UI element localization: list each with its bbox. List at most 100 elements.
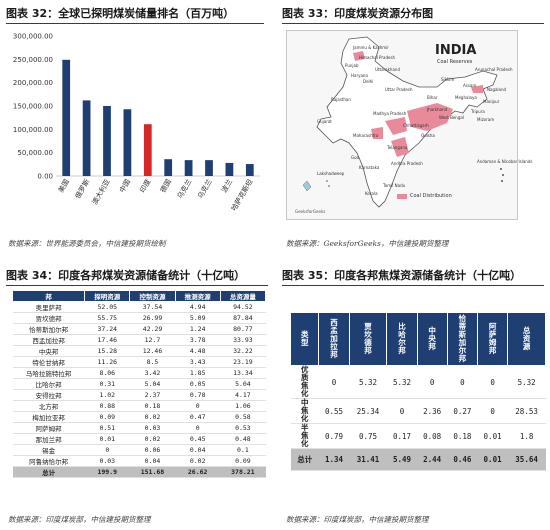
map-label: Jammu & Kashmir bbox=[353, 45, 389, 50]
map-label: West Bengal bbox=[439, 115, 464, 120]
bar bbox=[82, 100, 91, 176]
total-cell: 199.9 bbox=[84, 466, 130, 478]
value-cell: 0.18 bbox=[129, 400, 176, 412]
value-cell: 0.01 bbox=[477, 423, 508, 449]
map-label: Tripura bbox=[471, 109, 485, 114]
value-cell: 0.02 bbox=[129, 411, 176, 423]
header-cell: 控制资源 bbox=[129, 290, 176, 302]
value-cell: 3.43 bbox=[175, 356, 221, 368]
value-cell: 0 bbox=[175, 400, 221, 412]
value-cell: 11.26 bbox=[84, 356, 130, 368]
value-cell: 5.09 bbox=[175, 312, 221, 324]
map-label: Lakshadweep bbox=[317, 171, 345, 176]
total-cell: 5.49 bbox=[386, 448, 418, 471]
map-label: Karnataka bbox=[359, 165, 380, 170]
bar bbox=[184, 160, 193, 176]
map-label: Telangana bbox=[387, 145, 408, 150]
map-label: Arunachal Pradesh bbox=[475, 67, 513, 72]
bar bbox=[62, 59, 71, 176]
table-row: 贾坎德邦 55.75 26.99 5.09 87.84 bbox=[12, 312, 266, 324]
value-cell: 0.48 bbox=[220, 433, 266, 445]
table-row: 北方邦 0.88 0.18 0 1.06 bbox=[12, 400, 266, 412]
value-cell: 26.99 bbox=[129, 312, 176, 324]
value-cell: 0.03 bbox=[129, 422, 176, 434]
x-tick-label: 俄罗斯 bbox=[73, 178, 91, 201]
total-cell: 总计 bbox=[12, 466, 85, 478]
value-cell: 0.09 bbox=[220, 455, 266, 467]
figure-33-source: 数据来源：GeeksforGeeks，中信建投期货整理 bbox=[286, 239, 449, 248]
state-name-cell: 马哈拉施特拉邦 bbox=[12, 367, 85, 379]
table-header-row: 邦 探明资源 控制资源 推测资源 总资源量 bbox=[11, 290, 267, 302]
total-cell: 378.21 bbox=[220, 466, 266, 478]
value-cell: 8.06 bbox=[84, 367, 130, 379]
value-cell: 3.42 bbox=[129, 367, 176, 379]
total-cell: 0.01 bbox=[477, 448, 508, 471]
figure-32-source: 数据来源：世界能源委员会，中信建投期货绘制 bbox=[8, 239, 166, 248]
value-cell: 80.77 bbox=[220, 323, 266, 335]
map-label: Uttar Pradesh bbox=[385, 87, 413, 92]
header-cell: 探明资源 bbox=[84, 290, 131, 302]
value-cell: 0.01 bbox=[84, 433, 130, 445]
value-cell: 17.46 bbox=[84, 334, 130, 346]
y-tick-label: 50,000.00 bbox=[17, 149, 53, 157]
state-name-cell: 梅加拉亚邦 bbox=[12, 411, 85, 423]
bar bbox=[123, 109, 132, 176]
value-cell: 0.03 bbox=[84, 455, 130, 467]
state-name-cell: 恰蒂斯加尔邦 bbox=[12, 323, 85, 335]
value-cell: 5.32 bbox=[349, 365, 387, 399]
map-label: Haryana bbox=[351, 73, 368, 78]
total-cell: 2.44 bbox=[417, 448, 448, 471]
map-label: Meghalaya bbox=[455, 95, 477, 100]
total-cell: 31.41 bbox=[349, 448, 387, 471]
bar bbox=[164, 159, 173, 176]
table-header-row: 类型 西孟加拉邦 贾坎德邦 比哈尔邦 中央邦 恰蒂斯加尔邦 阿萨姆邦 总资源 bbox=[289, 312, 546, 366]
header-cell: 类型 bbox=[289, 312, 320, 366]
table-row: 恰蒂斯加尔邦 37.24 42.29 1.24 80.77 bbox=[12, 323, 266, 335]
table-row: 优质焦化 0 5.32 5.32 0 0 0 5.32 bbox=[290, 365, 546, 399]
value-cell: 0.04 bbox=[175, 444, 221, 456]
coal-reserves-by-state-table: 邦 探明资源 控制资源 推测资源 总资源量 奥里萨邦 52.05 37.54 4.94… bbox=[11, 290, 267, 478]
coal-region-east bbox=[407, 103, 453, 131]
figure-34-source: 数据来源：印度煤炭部，中信建投期货整理 bbox=[8, 515, 151, 524]
value-cell: 12.7 bbox=[129, 334, 176, 346]
value-cell: 42.29 bbox=[129, 323, 176, 335]
bar bbox=[143, 124, 152, 176]
value-cell: 2.37 bbox=[129, 389, 176, 401]
value-cell: 0.79 bbox=[318, 423, 350, 449]
table-row: 梅加拉亚邦 0.09 0.02 0.47 0.58 bbox=[12, 411, 266, 423]
value-cell: 5.32 bbox=[386, 365, 418, 399]
value-cell: 0.78 bbox=[175, 389, 221, 401]
map-label: Mizoram bbox=[477, 117, 495, 122]
value-cell: 0.53 bbox=[220, 422, 266, 434]
y-tick-label: 150,000.00 bbox=[13, 103, 53, 111]
value-cell: 32.22 bbox=[220, 345, 266, 357]
header-cell: 中央邦 bbox=[416, 312, 448, 366]
x-tick-label: 乌克兰 bbox=[195, 178, 213, 201]
map-label: Jharkhand bbox=[427, 107, 448, 112]
map-label: Tamil Nadu bbox=[383, 183, 406, 188]
map-label: Sikkim bbox=[441, 77, 455, 82]
map-label: Kerala bbox=[365, 191, 378, 196]
value-cell: 1.85 bbox=[175, 367, 221, 379]
coal-region-central bbox=[385, 117, 407, 135]
bar bbox=[103, 106, 111, 176]
figure-34: 图表 34：印度各邦煤炭资源储备统计（十亿吨） 邦 探明资源 控制资源 推测资源… bbox=[6, 268, 268, 508]
value-cell: 0.08 bbox=[417, 423, 448, 449]
coking-coal-reserves-table: 类型 西孟加拉邦 贾坎德邦 比哈尔邦 中央邦 恰蒂斯加尔邦 阿萨姆邦 总资源 优… bbox=[289, 312, 546, 471]
total-cell: 151.68 bbox=[129, 466, 176, 478]
table-row: 中央邦 15.28 12.46 4.48 32.22 bbox=[12, 345, 266, 357]
india-map-shape bbox=[302, 36, 504, 208]
total-cell: 1.34 bbox=[318, 448, 350, 471]
header-cell: 阿萨姆邦 bbox=[476, 312, 509, 366]
x-tick-label: 澳大利亚 bbox=[90, 178, 112, 207]
table-row: 特伦甘纳邦 11.26 8.5 3.43 23.19 bbox=[12, 356, 266, 368]
value-cell: 5.04 bbox=[129, 378, 176, 390]
legend-swatch bbox=[397, 193, 407, 199]
total-cell: 26.62 bbox=[175, 466, 221, 478]
map-label: Andaman & Nicobar Islands bbox=[477, 159, 533, 164]
value-cell: 0 bbox=[318, 365, 350, 399]
value-cell: 0.51 bbox=[84, 422, 130, 434]
value-cell: 0 bbox=[175, 422, 221, 434]
value-cell: 0.18 bbox=[447, 423, 478, 449]
value-cell: 87.84 bbox=[220, 312, 266, 324]
